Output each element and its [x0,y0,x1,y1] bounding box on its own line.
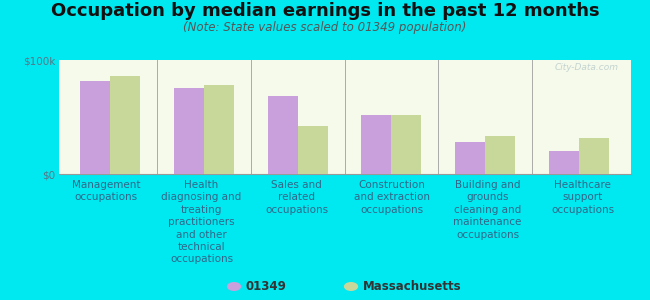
Ellipse shape [227,282,241,291]
Text: Building and
grounds
cleaning and
maintenance
occupations: Building and grounds cleaning and mainte… [453,180,522,240]
Bar [361,115,391,174]
Text: 01349: 01349 [246,280,287,293]
Text: Occupation by median earnings in the past 12 months: Occupation by median earnings in the pas… [51,2,599,20]
Bar [298,126,328,174]
Bar [174,88,204,174]
Text: Healthcare
support
occupations: Healthcare support occupations [551,180,614,215]
Bar [204,85,234,174]
Text: Massachusetts: Massachusetts [363,280,462,293]
Bar [80,80,110,174]
Text: (Note: State values scaled to 01349 population): (Note: State values scaled to 01349 popu… [183,21,467,34]
Bar [110,76,140,174]
Bar [455,142,485,174]
Text: Health
diagnosing and
treating
practitioners
and other
technical
occupations: Health diagnosing and treating practitio… [161,180,242,264]
Bar [391,115,421,174]
Bar [549,151,579,174]
Bar [579,137,609,174]
Text: Sales and
related
occupations: Sales and related occupations [265,180,328,215]
Ellipse shape [344,282,358,291]
Text: Management
occupations: Management occupations [72,180,140,203]
Bar [485,136,515,174]
Bar [268,97,298,174]
Text: City-Data.com: City-Data.com [555,63,619,72]
Text: Construction
and extraction
occupations: Construction and extraction occupations [354,180,430,215]
